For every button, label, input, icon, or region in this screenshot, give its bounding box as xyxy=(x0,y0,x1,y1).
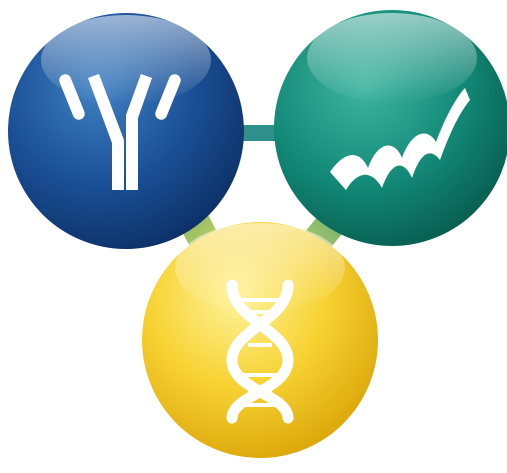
logo xyxy=(0,0,507,473)
dna-sphere xyxy=(142,222,378,458)
antibody-sphere xyxy=(8,13,244,249)
page xyxy=(0,0,507,473)
protein-sphere xyxy=(274,10,507,246)
